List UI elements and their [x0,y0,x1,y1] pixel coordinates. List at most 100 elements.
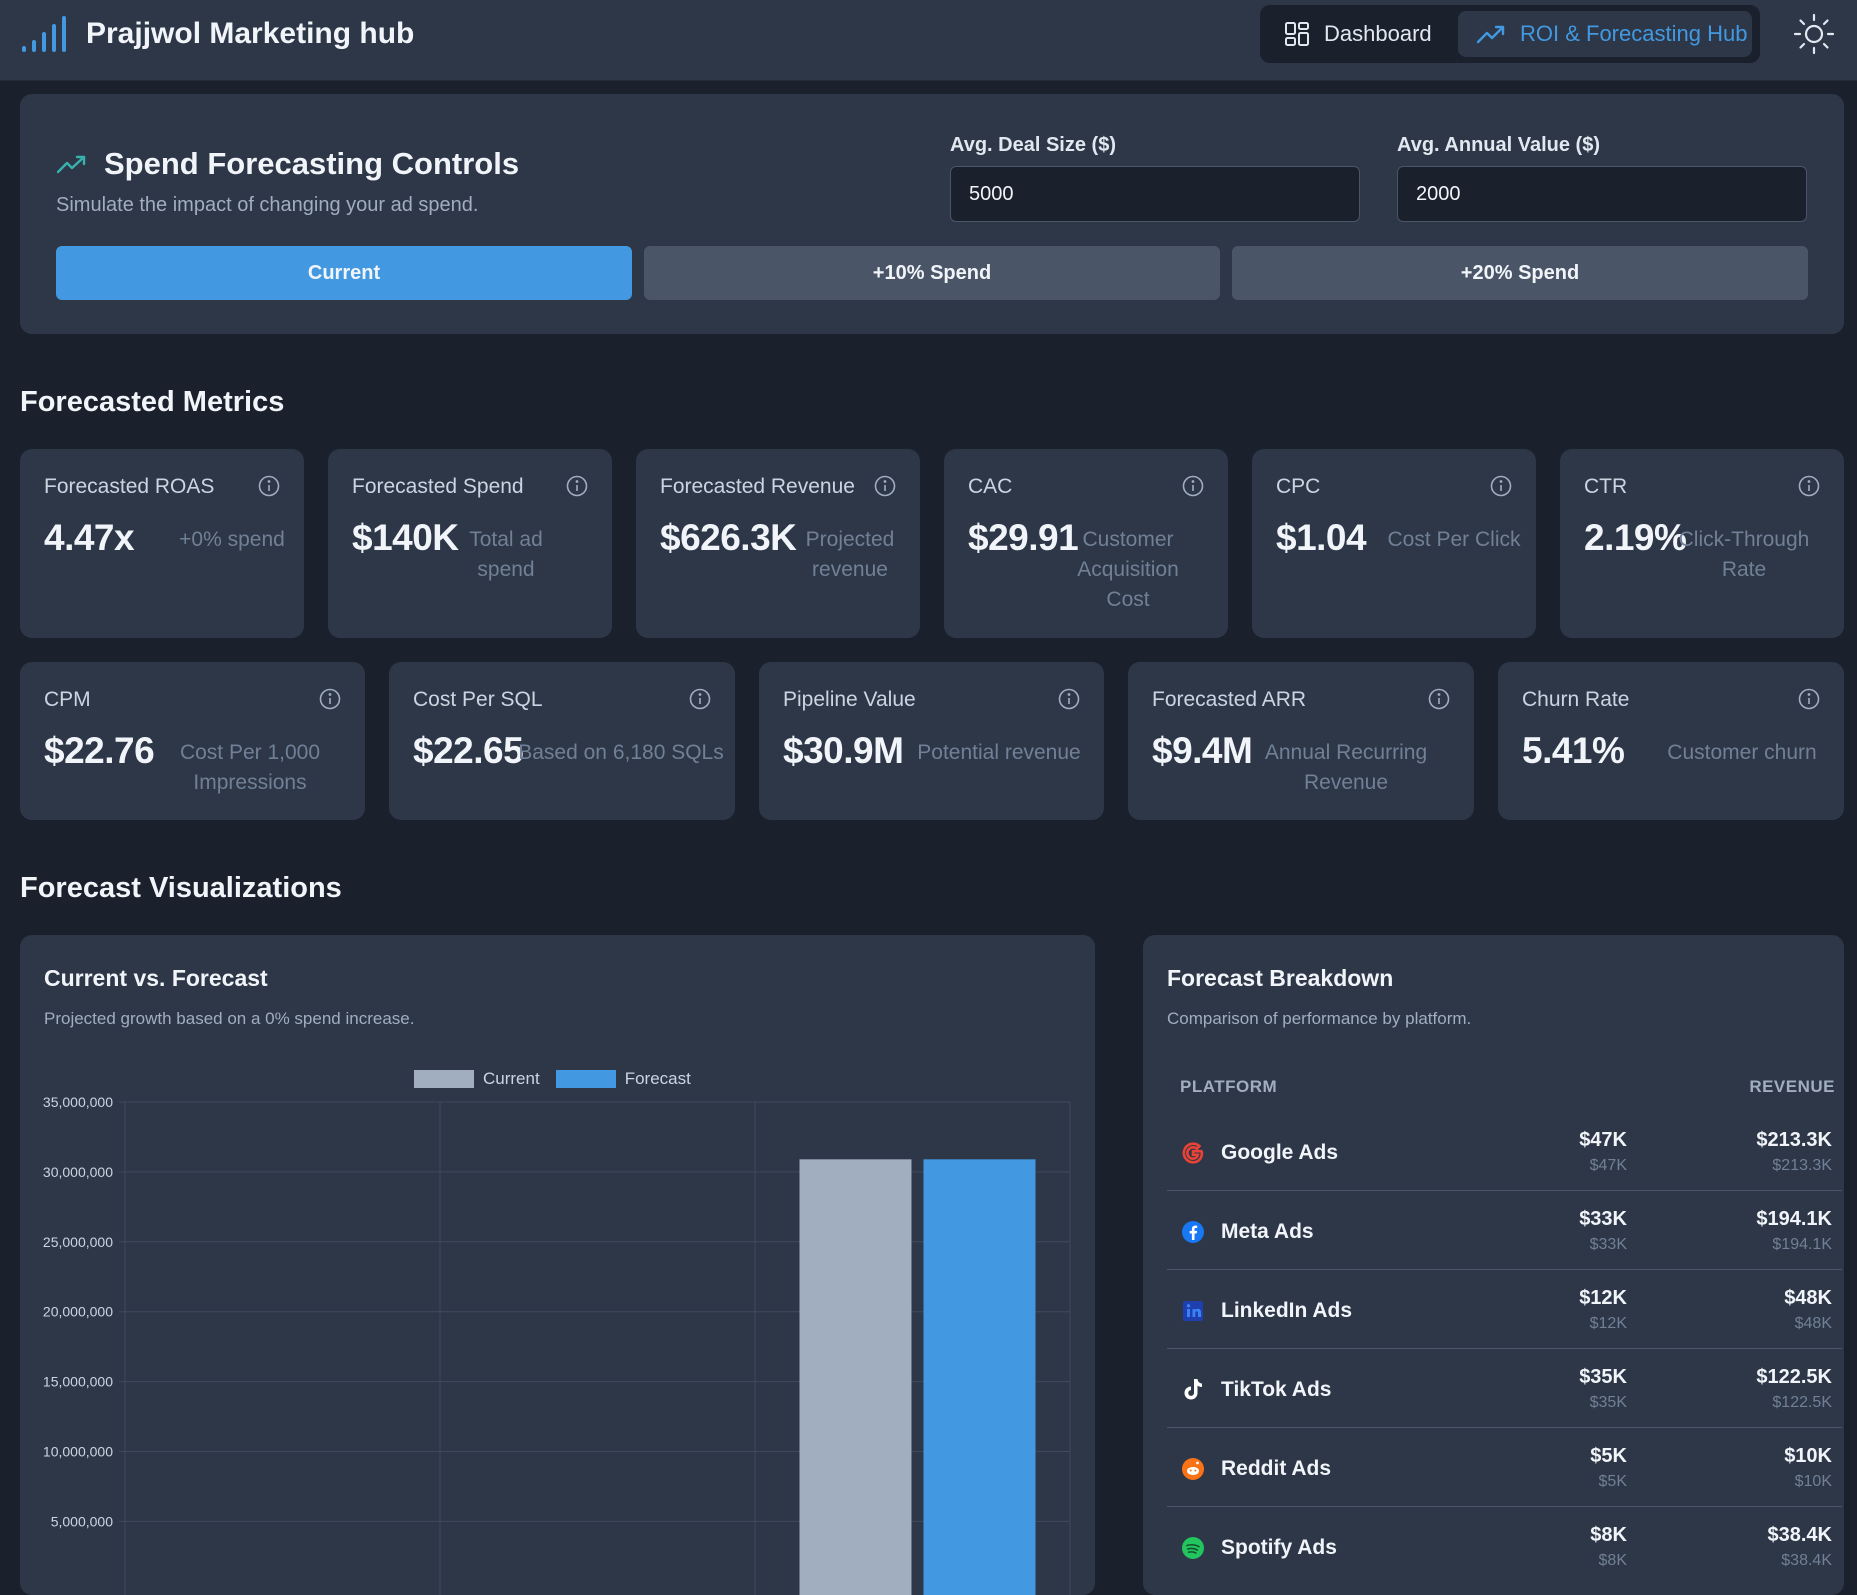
current-spend-button[interactable]: Current [56,246,632,300]
metric-card-roas: Forecasted ROAS 4.47x +0% spend [20,449,304,638]
metric-sub: +0% spend [179,528,285,551]
info-icon[interactable] [1058,688,1080,710]
deal-size-label: Avg. Deal Size ($) [950,134,1116,156]
metric-value: $140K [352,517,459,558]
info-icon[interactable] [566,475,588,497]
table-row[interactable]: Meta Ads $33K $33K $194.1K $194.1K [1167,1190,1842,1270]
revenue-prev: $10K [1794,1473,1832,1490]
info-icon[interactable] [1798,475,1820,497]
legend-label-forecast: Forecast [624,1069,691,1088]
metric-value: 2.19% [1584,517,1687,558]
metric-sub: Based on 6,180 SQLs [518,741,724,764]
nav-roi-label: ROI & Forecasting Hub [1520,21,1748,46]
grid-icon [1285,22,1309,46]
revenue-value: $10K [1784,1445,1832,1467]
bar-chart: 35,000,000 30,000,000 25,000,000 20,000,000… [43,1094,1071,1595]
table-row[interactable]: LinkedIn Ads $12K $12K $48K $48K [1167,1269,1842,1349]
info-icon[interactable] [258,475,280,497]
legend-swatch-current[interactable] [414,1070,474,1088]
platform-name: Spotify Ads [1221,1536,1337,1559]
metric-card-cac: CAC $29.91 Customer Acquisition Cost [944,449,1228,638]
y-tick-label: 25,000,000 [43,1234,113,1250]
table-row[interactable]: Reddit Ads $5K $5K $10K $10K [1167,1427,1842,1507]
revenue-value: $48K [1784,1287,1832,1309]
nav-dashboard[interactable]: Dashboard [1284,11,1432,57]
metric-label: CAC [968,475,1013,498]
y-tick-label: 35,000,000 [43,1094,113,1110]
metric-label: CTR [1584,475,1628,498]
info-icon[interactable] [874,475,896,497]
deal-size-input[interactable] [950,166,1360,222]
platform-name: LinkedIn Ads [1221,1299,1353,1322]
info-icon[interactable] [1182,475,1204,497]
sun-icon[interactable] [1792,12,1836,56]
plus-10-spend-button[interactable]: +10% Spend [644,246,1220,300]
info-icon[interactable] [1798,688,1820,710]
metric-sub: Total ad spend [469,528,543,581]
top-bar: Prajjwol Marketing hub Dashboard ROI & F… [0,0,1857,81]
header-revenue: REVENUE [1749,1077,1835,1096]
metric-value: 4.47x [44,517,135,558]
linkedin-icon [1183,1301,1203,1321]
brand[interactable]: Prajjwol Marketing hub [20,14,414,54]
chart-subtitle: Projected growth based on a 0% spend inc… [44,1009,415,1028]
metric-value: $1.04 [1276,517,1367,558]
revenue-prev: $122.5K [1772,1394,1832,1411]
google-icon [1182,1142,1204,1164]
metric-label: Cost Per SQL [413,688,543,711]
legend-swatch-forecast[interactable] [555,1070,616,1088]
header-platform: PLATFORM [1180,1077,1278,1096]
metric-sub: Click-Through Rate [1678,528,1810,581]
platform-name: Google Ads [1221,1141,1339,1164]
metric-value: $29.91 [968,517,1079,558]
metric-card-revenue: Forecasted Revenue $626.3K Projected rev… [636,449,920,638]
y-tick-label: 15,000,000 [43,1374,113,1390]
metric-label: Pipeline Value [783,688,916,711]
trending-up-icon [56,155,86,174]
metric-card-arr: Forecasted ARR $9.4M Annual Recurring Re… [1128,662,1474,820]
spend-prev: $35K [1589,1394,1627,1411]
metric-card-cpc: CPC $1.04 Cost Per Click [1252,449,1536,638]
spend-forecasting-controls: Spend Forecasting Controls Simulate the … [20,94,1844,334]
plus-20-spend-button[interactable]: +20% Spend [1232,246,1808,300]
spend-prev: $12K [1589,1315,1627,1332]
app-title: Prajjwol Marketing hub [86,17,415,50]
metric-sub: Cost Per 1,000 Impressions [179,741,321,794]
metric-value: $626.3K [660,517,797,558]
annual-value-label: Avg. Annual Value ($) [1397,134,1600,156]
revenue-value: $194.1K [1756,1208,1832,1230]
info-icon[interactable] [1490,475,1512,497]
revenue-prev: $194.1K [1772,1236,1832,1253]
spotify-icon [1182,1537,1204,1559]
spend-value: $47K [1579,1129,1627,1151]
metric-value: $22.65 [413,730,524,771]
current-vs-forecast-card: Current vs. Forecast Projected growth ba… [20,935,1095,1595]
info-icon[interactable] [319,688,341,710]
breakdown-subtitle: Comparison of performance by platform. [1167,1009,1472,1028]
table-row[interactable]: Google Ads $47K $47K $213.3K $213.3K [1167,1111,1842,1191]
nav-roi-forecasting[interactable]: ROI & Forecasting Hub [1458,11,1752,57]
spend-prev: $47K [1589,1157,1627,1174]
metric-label: Forecasted ROAS [44,475,215,498]
metric-value: $9.4M [1152,730,1253,771]
tiktok-icon [1184,1379,1202,1400]
table-row[interactable]: TikTok Ads $35K $35K $122.5K $122.5K [1167,1348,1842,1428]
legend-label-current: Current [483,1069,540,1088]
platform-name: Reddit Ads [1221,1457,1332,1480]
metric-label: CPM [44,688,91,711]
info-icon[interactable] [1428,688,1450,710]
table-row[interactable]: Spotify Ads $8K $8K $38.4K $38.4K [1167,1506,1842,1585]
metric-label: Forecasted ARR [1152,688,1307,711]
metric-card-cpm: CPM $22.76 Cost Per 1,000 Impressions [20,662,365,820]
annual-value-input[interactable] [1397,166,1807,222]
metric-sub: Customer Acquisition Cost [1077,528,1179,611]
spend-prev: $5K [1598,1473,1627,1490]
metric-card-churn-rate: Churn Rate 5.41% Customer churn [1498,662,1844,820]
metric-value: 5.41% [1522,730,1625,771]
metric-sub: Cost Per Click [1387,528,1521,551]
metric-card-pipeline-value: Pipeline Value $30.9M Potential revenue [759,662,1104,820]
revenue-prev: $38.4K [1781,1552,1832,1569]
info-icon[interactable] [689,688,711,710]
bar-forecast [923,1159,1036,1595]
spend-value: $35K [1579,1366,1627,1388]
